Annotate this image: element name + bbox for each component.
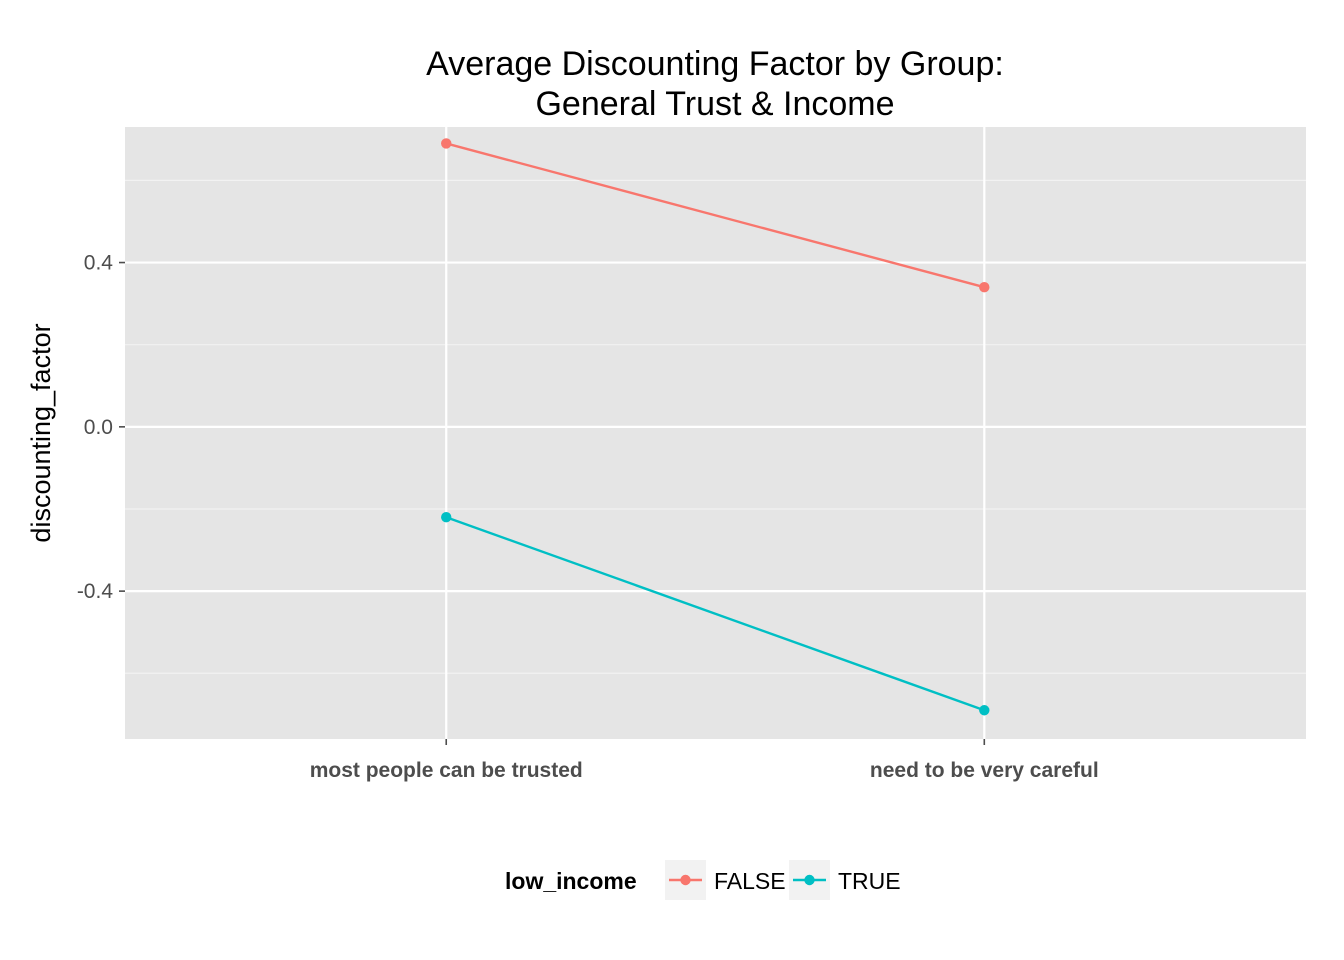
chart-title-line-1: Average Discounting Factor by Group: <box>426 45 1004 83</box>
axes: -0.4 0.0 0.4 most people can be trusted need… <box>77 252 1099 782</box>
y-tick-label: -0.4 <box>77 580 114 603</box>
series-line-true <box>445 516 985 712</box>
x-tick-label: most people can be trusted <box>310 759 583 782</box>
y-axis-title: discounting_factor <box>26 323 56 542</box>
legend-label: TRUE <box>838 868 901 894</box>
legend-item-false: FALSE <box>665 860 786 900</box>
data-point-false <box>441 138 452 149</box>
x-tick-label: need to be very careful <box>870 759 1099 782</box>
chart-title-line-2: General Trust & Income <box>535 85 894 123</box>
legend-label: FALSE <box>714 868 786 894</box>
data-point-true <box>441 512 452 523</box>
legend-item-true: TRUE <box>789 860 901 900</box>
data-point-true <box>979 705 990 716</box>
y-tick-label: 0.0 <box>84 416 113 439</box>
legend: low_income FALSE TRUE <box>505 860 901 900</box>
legend-key-point <box>680 874 691 886</box>
plot-panel <box>125 127 1306 739</box>
legend-key-point <box>804 874 815 886</box>
data-point-false <box>979 281 990 293</box>
series-layer <box>441 138 990 716</box>
series-line-false <box>445 142 985 289</box>
legend-title: low_income <box>505 868 637 894</box>
grid-lines <box>125 127 1306 739</box>
y-tick-label: 0.4 <box>84 252 114 275</box>
